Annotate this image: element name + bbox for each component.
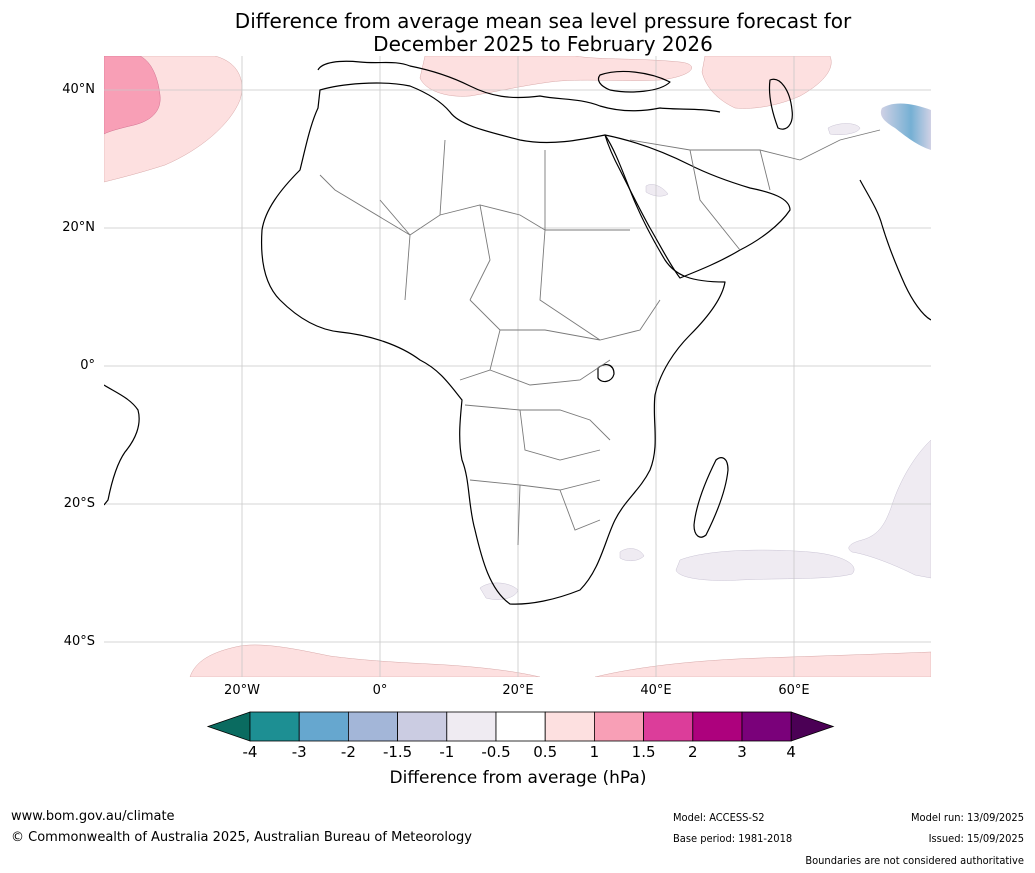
- colorbar-title: Difference from average (hPa): [389, 768, 647, 788]
- map-title-line1: Difference from average mean sea level p…: [234, 9, 852, 33]
- colorbar-tick-label: -0.5: [481, 743, 511, 761]
- lon-tick-0: 0°: [372, 683, 388, 698]
- anomaly-region-atlantic-mid: [104, 56, 161, 135]
- africa-coastline: [260, 82, 726, 605]
- footer-model-run: Model run: 13/09/2025: [911, 811, 1024, 824]
- colorbar-tick-label: -3: [291, 743, 307, 761]
- colorbar-tick-label: 3: [737, 743, 747, 761]
- lon-tick-20w: 20°W: [224, 683, 260, 698]
- footer-website: www.bom.gov.au/climate: [11, 809, 175, 824]
- gridlines: [104, 56, 931, 677]
- anomaly-region-south-indian: [848, 439, 931, 579]
- footer-issued: Issued: 15/09/2025: [928, 832, 1024, 845]
- map-title-line2: December 2025 to February 2026: [373, 32, 713, 56]
- lake-victoria: [597, 364, 615, 383]
- anomaly-fill-layer: [104, 56, 931, 677]
- anomaly-region-south-africa: [479, 582, 519, 600]
- lat-tick-40s: 40°S: [63, 634, 95, 649]
- colorbar-tick-label: 1.5: [631, 743, 656, 761]
- lon-tick-40e: 40°E: [640, 683, 672, 698]
- border-lines-southern-africa: [464, 404, 611, 546]
- arabia-coastline: [604, 134, 791, 279]
- colorbar-tick-label: -4: [242, 743, 258, 761]
- colorbar-tick-label: -1: [439, 743, 455, 761]
- lat-tick-20n: 20°N: [62, 220, 95, 235]
- anomaly-region-caucasus: [701, 56, 832, 109]
- anomaly-region-southern-ocean-west: [189, 644, 541, 677]
- colorbar-tick-label: -1.5: [382, 743, 413, 761]
- anomaly-region-arabia-small: [645, 184, 669, 197]
- anomaly-region-iran-small: [827, 123, 861, 135]
- footer-copyright: © Commonwealth of Australia 2025, Austra…: [11, 830, 472, 845]
- footer-disclaimer: Boundaries are not considered authoritat…: [805, 854, 1024, 867]
- colorbar-tick-label: 0.5: [533, 743, 558, 761]
- border-lines-middle-east: [629, 129, 881, 251]
- lon-tick-20e: 20°E: [502, 683, 534, 698]
- anomaly-region-mediterranean: [419, 56, 692, 97]
- lat-tick-20s: 20°S: [63, 496, 95, 511]
- india-coastline: [859, 179, 931, 321]
- map-title: Difference from average mean sea level p…: [0, 10, 1035, 56]
- colorbar-tick-label: 4: [786, 743, 796, 761]
- madagascar-coastline: [693, 457, 729, 538]
- footer-base-period: Base period: 1981-2018: [673, 832, 793, 845]
- caspian-coastline: [768, 78, 793, 130]
- coastlines: [104, 60, 931, 605]
- south-america-coastline: [104, 384, 140, 506]
- anomaly-region-central-asia: [880, 103, 931, 150]
- europe-coastline: [317, 60, 721, 113]
- anomaly-region-southern-ocean-east: [594, 651, 931, 677]
- lat-tick-0: 0°: [80, 358, 95, 373]
- lat-tick-40n: 40°N: [62, 82, 95, 97]
- country-borders: [319, 129, 881, 546]
- colorbar-tick-label: 2: [688, 743, 698, 761]
- lon-tick-60e: 60°E: [778, 683, 810, 698]
- colorbar-tick-label: 1: [589, 743, 600, 761]
- border-lines-central-africa: [459, 229, 661, 386]
- colorbar-tick-label: -2: [340, 743, 356, 761]
- footer-model: Model: ACCESS-S2: [673, 811, 765, 824]
- black-sea-coastline: [597, 70, 671, 93]
- anomaly-region-mozambique: [619, 548, 645, 561]
- anomaly-region-madagascar-south: [675, 549, 855, 581]
- border-lines-north-africa: [319, 139, 630, 301]
